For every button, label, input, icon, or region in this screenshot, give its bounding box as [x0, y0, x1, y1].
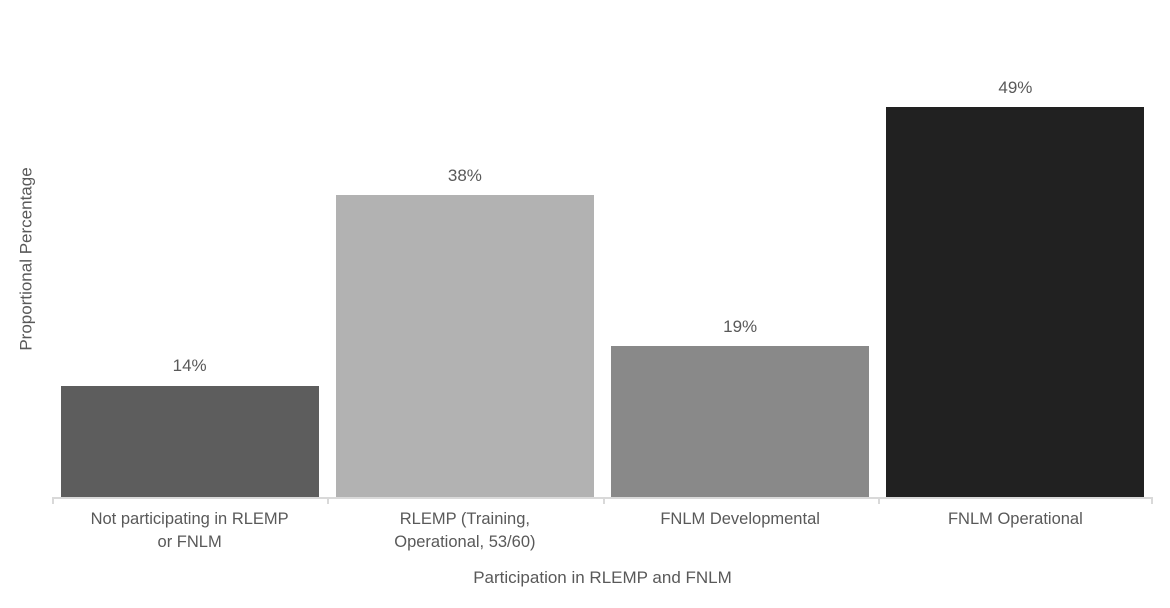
plot-area: 14% 38% 19% 49%: [52, 20, 1153, 497]
bar: [335, 194, 594, 497]
x-axis-line: [52, 497, 1153, 504]
x-axis-category-labels: Not participating in RLEMP or FNLM RLEMP (…: [52, 508, 1153, 554]
bar: [611, 345, 870, 497]
bar-value-label: 49%: [998, 78, 1033, 98]
y-axis-title: Proportional Percentage: [17, 166, 36, 351]
bar: [886, 107, 1145, 497]
bar-slot: 49%: [878, 20, 1153, 497]
axis-tick: [327, 499, 330, 504]
bar: [60, 385, 319, 497]
category-label: FNLM Operational: [947, 510, 1083, 528]
bar-value-label: 38%: [447, 165, 482, 185]
axis-tick: [52, 499, 54, 504]
x-axis-title: Participation in RLEMP and FNLM: [473, 568, 732, 587]
axis-tick: [877, 499, 880, 504]
bar-slot: 38%: [327, 20, 602, 497]
category-label: Not participating in RLEMP or FNLM: [90, 510, 289, 551]
axis-tick: [1151, 499, 1153, 504]
bar-value-label: 19%: [723, 316, 758, 336]
y-axis-title-container: Proportional Percentage: [6, 20, 48, 497]
axis-tick: [602, 499, 605, 504]
bar-slot: 19%: [603, 20, 878, 497]
category-label: FNLM Developmental: [660, 510, 820, 528]
category-label: RLEMP (Training, Operational, 53/60): [394, 510, 536, 551]
bar-slot: 14%: [52, 20, 327, 497]
bar-value-label: 14%: [172, 356, 207, 376]
